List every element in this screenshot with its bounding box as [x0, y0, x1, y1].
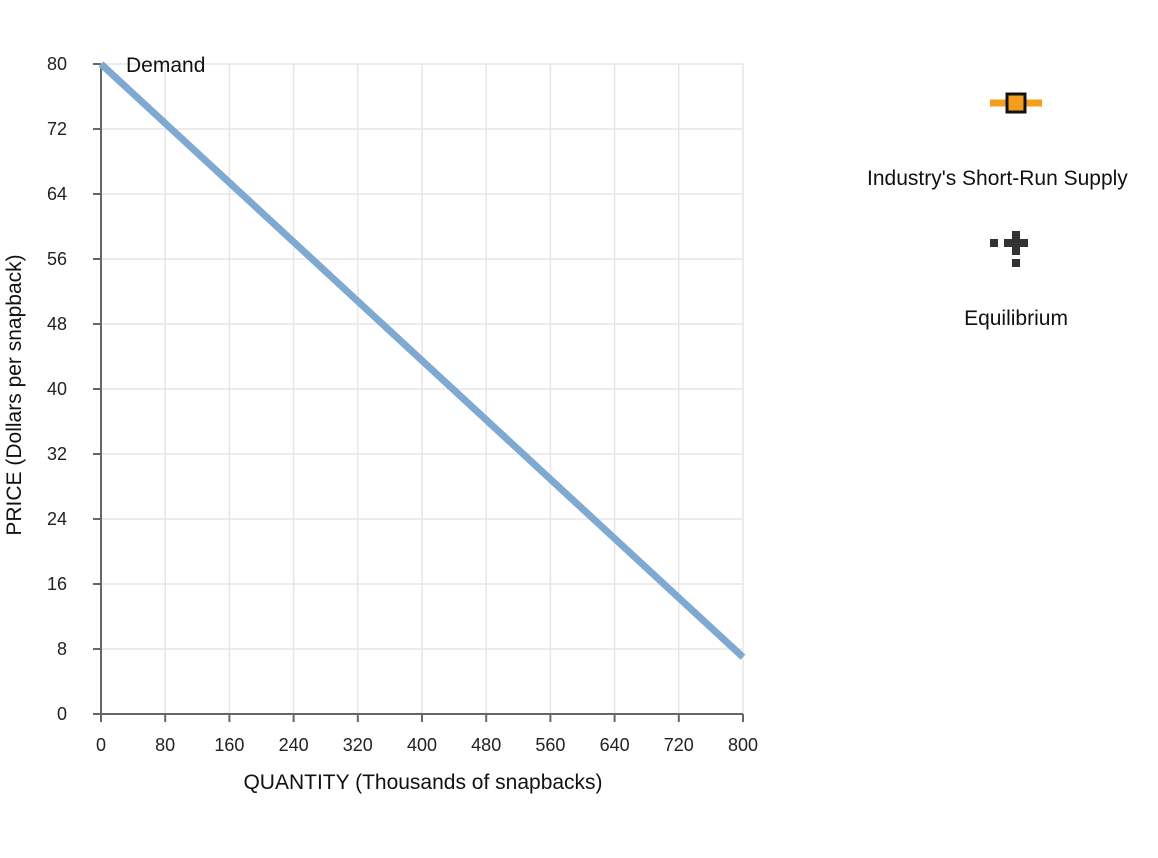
black-cross-icon[interactable]: [990, 231, 1028, 267]
x-tick-label: 720: [664, 735, 694, 755]
x-tick-label: 400: [407, 735, 437, 755]
x-tick-label: 480: [471, 735, 501, 755]
palette-label-equilibrium: Equilibrium: [964, 307, 1068, 330]
y-tick-label: 72: [47, 119, 67, 139]
y-tick-label: 24: [47, 509, 67, 529]
palette-item-supply[interactable]: Industry's Short-Run Supply: [867, 92, 1128, 190]
palette-item-equilibrium[interactable]: Equilibrium: [964, 231, 1068, 330]
y-tick-label: 16: [47, 574, 67, 594]
x-tick-label: 320: [343, 735, 373, 755]
series-line-demand[interactable]: [98, 61, 746, 660]
x-tick-label: 0: [96, 735, 106, 755]
y-tick-label: 64: [47, 184, 67, 204]
x-tick-label: 80: [155, 735, 175, 755]
y-tick-label: 0: [57, 704, 67, 724]
x-tick-label: 560: [535, 735, 565, 755]
y-tick-label: 32: [47, 444, 67, 464]
series: Demand: [98, 54, 746, 660]
x-tick-label: 240: [279, 735, 309, 755]
axes: [93, 63, 744, 722]
y-tick-label: 8: [57, 639, 67, 659]
grid: [101, 63, 744, 714]
palette-label-supply: Industry's Short-Run Supply: [867, 167, 1128, 190]
tick-labels: 0 80 160 240 320 400 480 560 640 720 800 0 8 16 24 32 40…: [47, 54, 758, 755]
x-tick-label: 800: [728, 735, 758, 755]
x-axis-title: QUANTITY (Thousands of snapbacks): [243, 771, 602, 794]
y-axis-title: PRICE (Dollars per snapback): [3, 254, 26, 535]
series-label-demand: Demand: [126, 54, 205, 77]
x-tick-label: 160: [214, 735, 244, 755]
y-tick-label: 48: [47, 314, 67, 334]
y-tick-label: 80: [47, 54, 67, 74]
y-tick-label: 40: [47, 379, 67, 399]
x-tick-label: 640: [600, 735, 630, 755]
orange-square-line-icon[interactable]: [990, 92, 1042, 114]
y-tick-label: 56: [47, 249, 67, 269]
